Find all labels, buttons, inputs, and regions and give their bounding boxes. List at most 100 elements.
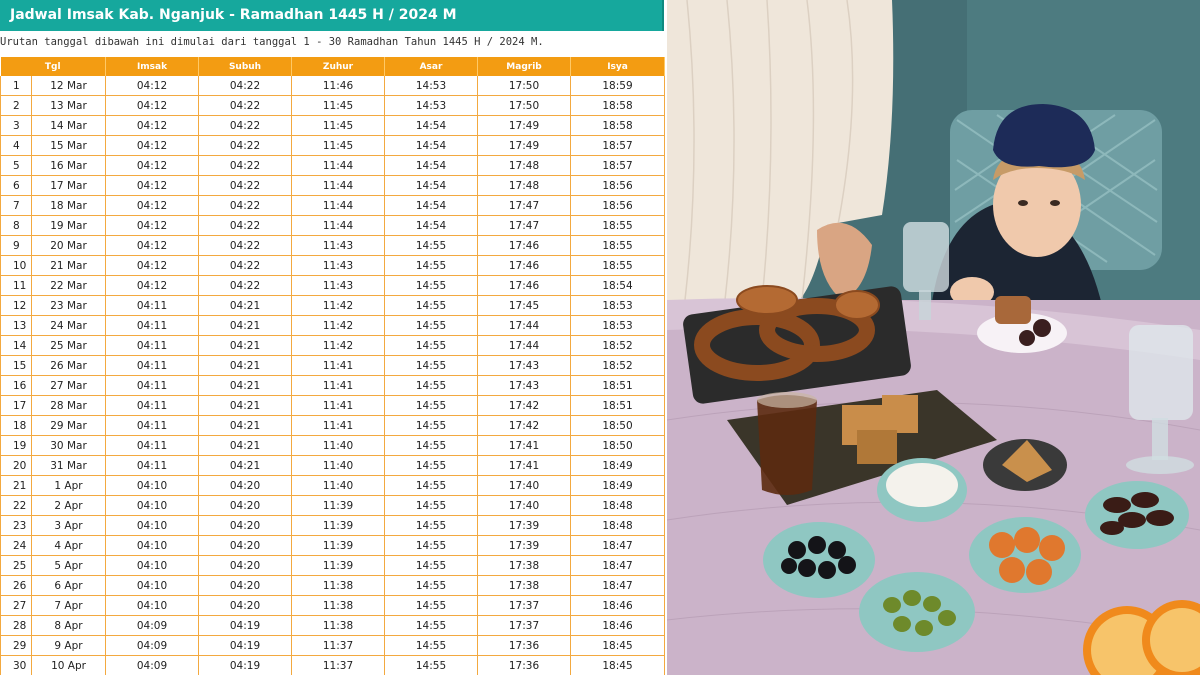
time-cell: 14:54 bbox=[384, 155, 479, 176]
time-cell: 17:42 bbox=[477, 395, 572, 416]
iftar-photo bbox=[667, 0, 1200, 675]
time-cell: 04:10 bbox=[105, 495, 200, 516]
time-cell: 17:40 bbox=[477, 475, 572, 496]
time-cell: 14:55 bbox=[384, 255, 479, 276]
time-cell: 11:44 bbox=[291, 155, 386, 176]
time-cell: 17:49 bbox=[477, 135, 572, 156]
time-cell: 17:44 bbox=[477, 335, 572, 356]
time-cell: 04:11 bbox=[105, 455, 200, 476]
table-row: 3 14 Mar 04:12 04:22 11:45 14:54 17:49 18:58 bbox=[0, 115, 666, 136]
table-row: 7 18 Mar 04:12 04:22 11:44 14:54 17:47 18:56 bbox=[0, 195, 666, 216]
time-cell: 04:20 bbox=[198, 535, 293, 556]
time-cell: 11:39 bbox=[291, 555, 386, 576]
date-cell: 10 Apr bbox=[31, 655, 107, 675]
table-row: 29 9 Apr 04:09 04:19 11:37 14:55 17:36 18:45 bbox=[0, 635, 666, 656]
time-cell: 18:50 bbox=[570, 415, 666, 436]
time-cell: 14:55 bbox=[384, 435, 479, 456]
time-cell: 04:12 bbox=[105, 215, 200, 236]
time-cell: 17:38 bbox=[477, 555, 572, 576]
time-cell: 17:46 bbox=[477, 235, 572, 256]
time-cell: 17:41 bbox=[477, 435, 572, 456]
time-cell: 14:53 bbox=[384, 95, 479, 116]
time-cell: 17:49 bbox=[477, 115, 572, 136]
row-number-cell: 3 bbox=[0, 115, 32, 136]
row-number-cell: 7 bbox=[0, 195, 32, 216]
time-cell: 14:55 bbox=[384, 615, 479, 636]
time-cell: 14:54 bbox=[384, 135, 479, 156]
table-row: 18 29 Mar 04:11 04:21 11:41 14:55 17:42 18:50 bbox=[0, 415, 666, 436]
iftar-family-table-image bbox=[667, 0, 1200, 675]
schedule-subtitle: Urutan tanggal dibawah ini dimulai dari … bbox=[0, 36, 544, 48]
time-cell: 17:36 bbox=[477, 655, 572, 675]
time-cell: 04:10 bbox=[105, 575, 200, 596]
date-cell: 1 Apr bbox=[31, 475, 107, 496]
time-cell: 04:12 bbox=[105, 255, 200, 276]
row-number-cell: 24 bbox=[0, 535, 32, 556]
time-cell: 04:21 bbox=[198, 395, 293, 416]
time-cell: 04:10 bbox=[105, 475, 200, 496]
time-cell: 04:21 bbox=[198, 415, 293, 436]
time-cell: 14:54 bbox=[384, 175, 479, 196]
date-cell: 24 Mar bbox=[31, 315, 107, 336]
table-row: 17 28 Mar 04:11 04:21 11:41 14:55 17:42 18:51 bbox=[0, 395, 666, 416]
row-number-cell: 30 bbox=[0, 655, 32, 675]
table-row: 9 20 Mar 04:12 04:22 11:43 14:55 17:46 18:55 bbox=[0, 235, 666, 256]
time-cell: 18:51 bbox=[570, 395, 666, 416]
date-cell: 30 Mar bbox=[31, 435, 107, 456]
date-cell: 17 Mar bbox=[31, 175, 107, 196]
time-cell: 14:55 bbox=[384, 595, 479, 616]
time-cell: 17:48 bbox=[477, 155, 572, 176]
date-cell: 7 Apr bbox=[31, 595, 107, 616]
time-cell: 04:12 bbox=[105, 155, 200, 176]
date-cell: 19 Mar bbox=[31, 215, 107, 236]
time-cell: 11:38 bbox=[291, 595, 386, 616]
time-cell: 18:48 bbox=[570, 515, 666, 536]
time-cell: 04:22 bbox=[198, 135, 293, 156]
row-number-cell: 17 bbox=[0, 395, 32, 416]
time-cell: 18:55 bbox=[570, 235, 666, 256]
table-row: 28 8 Apr 04:09 04:19 11:38 14:55 17:37 18:46 bbox=[0, 615, 666, 636]
table-row: 24 4 Apr 04:10 04:20 11:39 14:55 17:39 18:47 bbox=[0, 535, 666, 556]
time-cell: 04:10 bbox=[105, 595, 200, 616]
time-cell: 14:55 bbox=[384, 455, 479, 476]
time-cell: 17:38 bbox=[477, 575, 572, 596]
time-cell: 04:22 bbox=[198, 275, 293, 296]
time-cell: 04:22 bbox=[198, 235, 293, 256]
time-cell: 11:41 bbox=[291, 395, 386, 416]
schedule-title: Jadwal Imsak Kab. Nganjuk - Ramadhan 144… bbox=[0, 0, 664, 31]
time-cell: 04:22 bbox=[198, 255, 293, 276]
time-cell: 04:21 bbox=[198, 355, 293, 376]
time-cell: 17:47 bbox=[477, 215, 572, 236]
time-cell: 04:22 bbox=[198, 95, 293, 116]
time-cell: 14:55 bbox=[384, 275, 479, 296]
date-cell: 22 Mar bbox=[31, 275, 107, 296]
time-cell: 14:54 bbox=[384, 115, 479, 136]
time-cell: 11:44 bbox=[291, 195, 386, 216]
time-cell: 17:46 bbox=[477, 275, 572, 296]
header-cell: Isya bbox=[570, 57, 666, 76]
time-cell: 18:57 bbox=[570, 155, 666, 176]
time-cell: 11:40 bbox=[291, 475, 386, 496]
time-cell: 18:55 bbox=[570, 215, 666, 236]
date-cell: 14 Mar bbox=[31, 115, 107, 136]
time-cell: 04:10 bbox=[105, 535, 200, 556]
table-row: 11 22 Mar 04:12 04:22 11:43 14:55 17:46 18:54 bbox=[0, 275, 666, 296]
time-cell: 11:41 bbox=[291, 355, 386, 376]
time-cell: 18:53 bbox=[570, 315, 666, 336]
time-cell: 04:19 bbox=[198, 615, 293, 636]
time-cell: 04:21 bbox=[198, 315, 293, 336]
table-row: 19 30 Mar 04:11 04:21 11:40 14:55 17:41 18:50 bbox=[0, 435, 666, 456]
time-cell: 18:51 bbox=[570, 375, 666, 396]
row-number-cell: 25 bbox=[0, 555, 32, 576]
row-number-cell: 11 bbox=[0, 275, 32, 296]
time-cell: 11:37 bbox=[291, 655, 386, 675]
time-cell: 14:55 bbox=[384, 555, 479, 576]
time-cell: 18:52 bbox=[570, 355, 666, 376]
row-number-cell: 18 bbox=[0, 415, 32, 436]
time-cell: 04:22 bbox=[198, 76, 293, 96]
time-cell: 04:21 bbox=[198, 375, 293, 396]
time-cell: 04:22 bbox=[198, 215, 293, 236]
time-cell: 04:11 bbox=[105, 335, 200, 356]
time-cell: 17:36 bbox=[477, 635, 572, 656]
time-cell: 17:48 bbox=[477, 175, 572, 196]
